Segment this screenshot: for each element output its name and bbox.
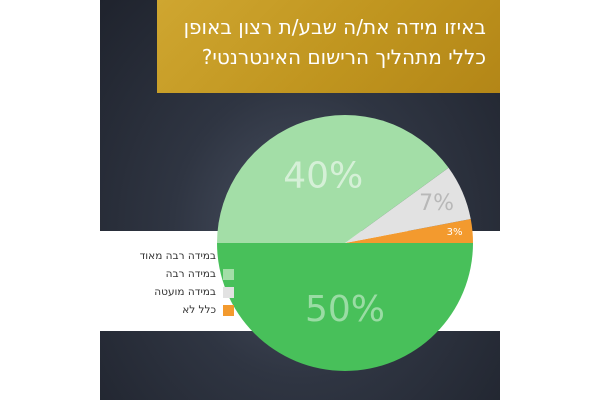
pie-slice-0 <box>217 243 473 371</box>
title-banner: באיזו מידה את/ה שבע/ת רצון באופן כללי מת… <box>157 0 500 93</box>
legend-swatch-3 <box>223 304 234 316</box>
infographic-card: 50% 3% 7% 40% באיזו מידה את/ה שבע/ת רצון בא… <box>100 0 500 400</box>
legend-label-3: כלל לא <box>182 304 216 316</box>
legend-label-2: במידה מועטה <box>154 286 216 298</box>
chart-title: באיזו מידה את/ה שבע/ת רצון באופן כללי מת… <box>183 15 486 69</box>
slice-label-1: 40% <box>283 156 363 197</box>
legend-item-0: במידה רבה מאוד <box>108 247 234 265</box>
slice-label-0: 50% <box>305 289 385 330</box>
slice-label-3: 3% <box>447 227 463 238</box>
pie-slice-1 <box>217 115 449 243</box>
legend-swatch-0 <box>223 250 234 262</box>
legend-swatch-2 <box>223 286 234 298</box>
legend-item-1: במידה רבה <box>108 265 234 283</box>
pie-chart: 50% 3% 7% 40% <box>217 115 473 371</box>
legend-item-3: כלל לא <box>108 301 234 319</box>
legend-label-1: במידה רבה <box>165 268 216 280</box>
legend-label-0: במידה רבה מאוד <box>139 250 216 262</box>
slice-label-2: 7% <box>419 191 454 216</box>
pie-slice-3 <box>345 219 473 243</box>
legend-swatch-1 <box>223 268 234 280</box>
legend: במידה רבה מאוד במידה רבה במידה מועטה כלל לא <box>108 247 234 319</box>
pie-slice-2 <box>345 167 471 243</box>
legend-item-2: במידה מועטה <box>108 283 234 301</box>
